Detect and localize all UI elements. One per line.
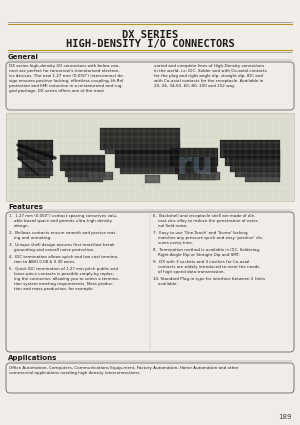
Bar (65, 163, 105, 177)
Text: Office Automation, Computers, Communications Equip-ment, Factory Automation, Hom: Office Automation, Computers, Communicat… (9, 366, 238, 375)
Bar (245, 172, 280, 182)
Bar (25, 162, 53, 176)
Bar (18, 140, 53, 160)
Text: Features: Features (8, 204, 43, 210)
Text: 1.  1.27 mm (0.050") contact spacing conserves valu-
    able board space and pe: 1. 1.27 mm (0.050") contact spacing cons… (9, 214, 118, 228)
Text: 3.  Unique shell design assures first mate/last break
    grounding and overall : 3. Unique shell design assures first mat… (9, 243, 115, 252)
Text: 7.  Easy to use 'One-Touch' and 'Screw' locking
    matches any pressure quick a: 7. Easy to use 'One-Touch' and 'Screw' l… (153, 231, 263, 245)
Bar (225, 150, 280, 166)
Text: 4.  IDC termination allows quick and low cost termina-
    tion to AWG 0.08 & 0.: 4. IDC termination allows quick and low … (9, 255, 118, 264)
Bar (235, 165, 280, 177)
Bar (115, 150, 180, 168)
Text: 9.  DX with 3 sockets and 3 cavities for Co-axial
    contacts are widely introd: 9. DX with 3 sockets and 3 cavities for … (153, 260, 260, 274)
Bar (22, 152, 52, 170)
Text: DX series high-density I/O connectors with below con-
nect are perfect for tomor: DX series high-density I/O connectors wi… (9, 64, 124, 93)
Text: 189: 189 (278, 414, 292, 420)
Bar (105, 142, 180, 154)
Text: 6.  Backshell and receptacle shell are made of die-
    cast zinc alloy to reduc: 6. Backshell and receptacle shell are ma… (153, 214, 259, 228)
FancyBboxPatch shape (6, 113, 294, 201)
Text: DX SERIES: DX SERIES (122, 30, 178, 40)
Bar (200, 172, 220, 180)
Bar (178, 166, 216, 180)
Bar (175, 158, 217, 174)
Text: э   л: э л (140, 180, 160, 190)
Bar (220, 140, 280, 158)
Text: 2.  Bellows contacts ensure smooth and precise mat-
    ing and unmating.: 2. Bellows contacts ensure smooth and pr… (9, 231, 117, 240)
Text: 8.  Termination method is available in IDC, Soldering,
    Right Angle Dip or St: 8. Termination method is available in ID… (153, 248, 260, 257)
Text: 10. Standard Plug-in type for interface between 2 Units
    available.: 10. Standard Plug-in type for interface … (153, 277, 265, 286)
Text: General: General (8, 54, 39, 60)
Bar (120, 160, 178, 174)
Text: Applications: Applications (8, 355, 57, 361)
Bar (230, 158, 280, 172)
Text: 5.  Quick IDC termination of 1.27 mm pitch public and
    loose piece contacts i: 5. Quick IDC termination of 1.27 mm pitc… (9, 267, 119, 291)
Text: HIGH-DENSITY I/O CONNECTORS: HIGH-DENSITY I/O CONNECTORS (66, 39, 234, 49)
Bar (18, 168, 50, 178)
Bar (100, 128, 180, 150)
Text: ru: ru (177, 150, 213, 179)
Text: varied and complete lines of High-Density connectors
in the world, i.e. IDC, Sol: varied and complete lines of High-Densit… (154, 64, 267, 88)
Bar (170, 148, 218, 166)
Bar (88, 172, 113, 180)
Bar (145, 175, 160, 183)
Bar (60, 155, 105, 171)
Bar (68, 170, 103, 182)
